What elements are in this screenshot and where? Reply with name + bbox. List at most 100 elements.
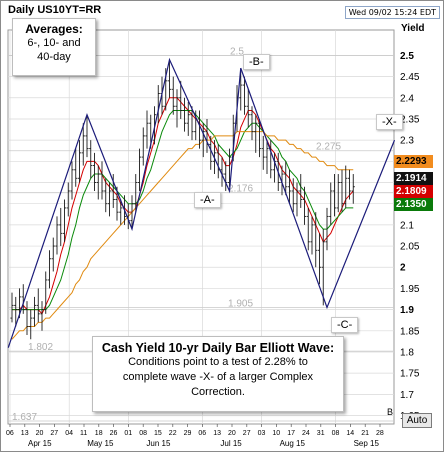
averages-title: Averages: bbox=[25, 22, 83, 36]
ohlc-bar bbox=[347, 169, 352, 200]
x-tick-label: 22 bbox=[169, 430, 177, 437]
x-tick-label: 11 bbox=[80, 430, 87, 437]
ohlc-bar bbox=[242, 76, 247, 115]
ohlc-bar bbox=[186, 102, 190, 136]
y-tick-label: 1.9 bbox=[400, 305, 414, 316]
ohlc-bar bbox=[74, 148, 78, 187]
ohlc-bar bbox=[119, 199, 123, 225]
ohlc-bar bbox=[92, 152, 97, 191]
y-tick-label: 2.5 bbox=[400, 51, 414, 62]
ohlc-bar bbox=[40, 301, 44, 331]
ohlc-bar bbox=[21, 284, 25, 314]
level-label: 1.637 bbox=[12, 412, 37, 423]
y-tick-label: 2.35 bbox=[400, 114, 420, 125]
ohlc-bar bbox=[197, 110, 202, 149]
ma-10-line bbox=[12, 109, 354, 311]
x-tick-label: 29 bbox=[184, 430, 192, 437]
x-tick-label: 08 bbox=[139, 430, 147, 437]
wave-label-c: -C- bbox=[331, 317, 359, 333]
ohlc-bar bbox=[325, 207, 329, 251]
ohlc-bar bbox=[314, 212, 318, 268]
ma-40-line bbox=[11, 131, 354, 340]
x-tick-label: 17 bbox=[287, 430, 295, 437]
ohlc-bar bbox=[134, 174, 138, 213]
price-tag-ma6: 2.1809 bbox=[394, 185, 433, 198]
ohlc-bar bbox=[25, 301, 29, 336]
level-label: 1.905 bbox=[228, 298, 253, 309]
ohlc-bar bbox=[32, 296, 37, 327]
price-tag-last: 2.1914 bbox=[394, 172, 433, 185]
x-tick-label: 26 bbox=[110, 430, 118, 437]
ohlc-bar bbox=[62, 199, 67, 242]
y-tick-label: 1.85 bbox=[400, 326, 420, 337]
ohlc-bar bbox=[310, 216, 314, 255]
ohlc-bar bbox=[201, 123, 205, 158]
elliott-wave-path bbox=[7, 57, 396, 348]
y-axis-title: Yield bbox=[401, 23, 425, 34]
y-tick-label: 2 bbox=[400, 263, 406, 274]
ohlc-bar bbox=[246, 89, 250, 128]
b-marker: B bbox=[387, 407, 394, 417]
ohlc-bar bbox=[317, 233, 322, 285]
y-tick-label: 2.3 bbox=[400, 136, 414, 147]
note-line-3: Correction. bbox=[191, 386, 245, 398]
ohlc-bar bbox=[51, 237, 55, 272]
auto-scale-button[interactable]: Auto bbox=[402, 413, 432, 428]
x-tick-label: 04 bbox=[65, 430, 73, 437]
ohlc-bar bbox=[344, 165, 348, 208]
ohlc-bar bbox=[306, 207, 310, 251]
y-tick-label: 2.45 bbox=[400, 72, 420, 83]
analysis-note: Cash Yield 10-yr Daily Bar Elliott Wave:… bbox=[92, 336, 344, 412]
ohlc-bar bbox=[47, 250, 52, 289]
ohlc-bar bbox=[171, 76, 175, 115]
ohlc-bar bbox=[85, 114, 89, 158]
ohlc-bar bbox=[81, 123, 85, 166]
ohlc-bar bbox=[107, 182, 112, 217]
y-tick-label: 2.05 bbox=[400, 242, 420, 253]
x-tick-label: 06 bbox=[198, 430, 206, 437]
ohlc-bar bbox=[227, 148, 232, 187]
ohlc-bar bbox=[182, 97, 187, 132]
ohlc-bar bbox=[209, 135, 213, 170]
y-tick-label: 1.8 bbox=[400, 347, 414, 358]
ohlc-bar bbox=[137, 148, 142, 191]
y-tick-label: 2.1 bbox=[400, 220, 414, 231]
level-label: 2.5 bbox=[230, 46, 244, 57]
ohlc-bar bbox=[295, 182, 299, 217]
level-label: 1.802 bbox=[28, 342, 53, 353]
x-tick-label: 18 bbox=[95, 430, 103, 437]
ohlc-bar bbox=[336, 174, 340, 213]
ohlc-bar bbox=[14, 296, 18, 327]
x-tick-label: 13 bbox=[213, 430, 221, 437]
ohlc-bar bbox=[141, 127, 145, 166]
price-tag-ma10: 2.1350 bbox=[394, 198, 433, 211]
ohlc-bar bbox=[332, 174, 337, 217]
ohlc-bar bbox=[29, 309, 33, 340]
chart-title: Daily US10YT=RR bbox=[8, 4, 102, 16]
x-tick-label: 13 bbox=[21, 430, 29, 437]
x-month-label: Apr 15 bbox=[28, 439, 52, 448]
ohlc-bar bbox=[239, 68, 243, 111]
ohlc-bar bbox=[111, 174, 115, 208]
chart-timestamp: Wed 09/02 15:24 EDT bbox=[344, 6, 440, 19]
x-tick-label: 08 bbox=[332, 430, 340, 437]
ohlc-bar bbox=[340, 169, 344, 213]
ohlc-bar bbox=[77, 140, 82, 183]
ohlc-bar bbox=[167, 59, 172, 98]
x-tick-label: 06 bbox=[6, 430, 14, 437]
ohlc-bar bbox=[55, 216, 59, 255]
ohlc-bar bbox=[265, 140, 269, 175]
ohlc-bar bbox=[351, 174, 355, 204]
ohlc-bar bbox=[257, 118, 262, 158]
ohlc-bar bbox=[299, 174, 303, 208]
wave-label-x: -X- bbox=[376, 114, 403, 130]
ohlc-bar bbox=[36, 288, 40, 323]
averages-callout: Averages: 6-, 10- and 40-day bbox=[12, 18, 96, 76]
ohlc-bar bbox=[302, 186, 307, 225]
ohlc-bar bbox=[329, 182, 333, 225]
averages-line-2: 40-day bbox=[37, 51, 71, 63]
x-month-label: Jun 15 bbox=[146, 439, 171, 448]
ohlc-bar bbox=[10, 292, 14, 323]
x-tick-label: 24 bbox=[302, 430, 310, 437]
ohlc-bar bbox=[190, 106, 194, 141]
